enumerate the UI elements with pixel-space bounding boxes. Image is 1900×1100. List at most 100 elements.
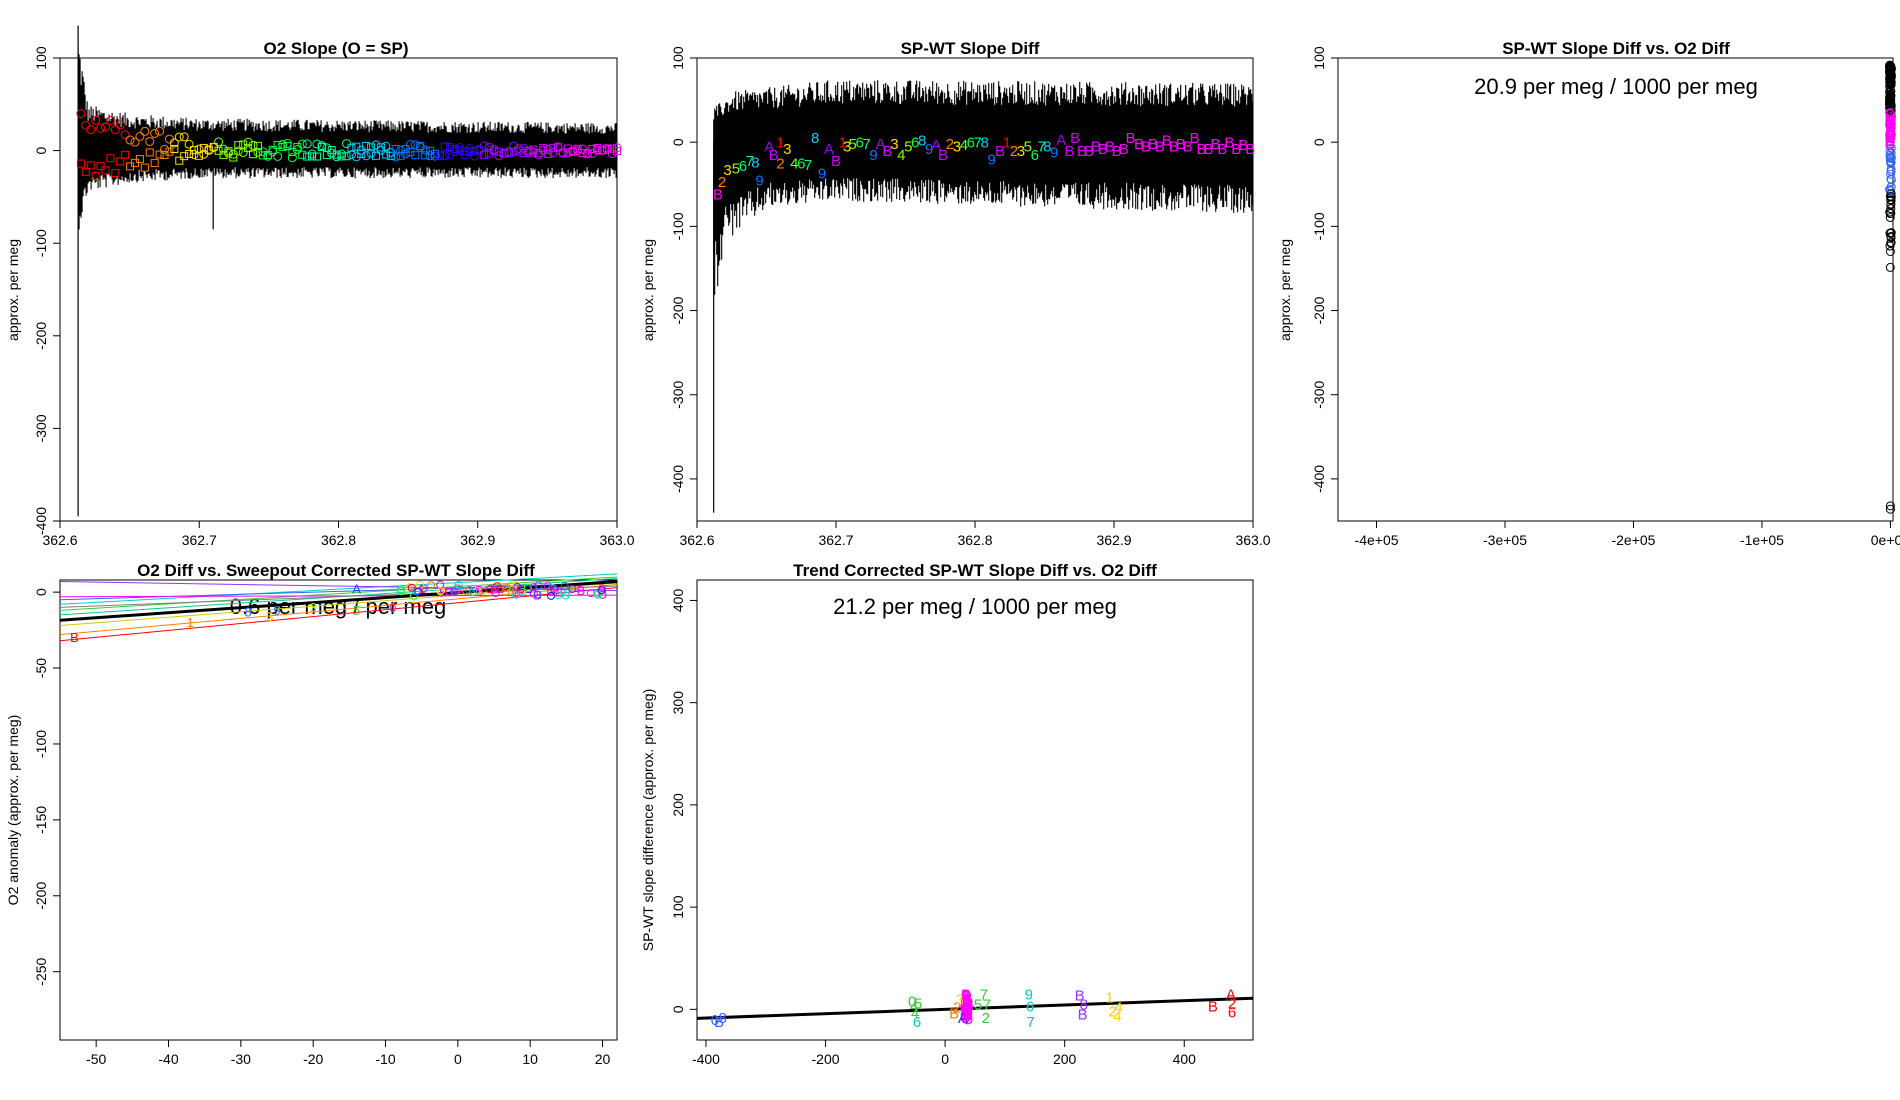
data-point bbox=[376, 143, 385, 152]
data-point bbox=[91, 172, 100, 181]
data-point-label: B bbox=[1224, 134, 1234, 151]
group-fit-line bbox=[59, 582, 618, 601]
data-point bbox=[1885, 130, 1895, 140]
data-point-label: 6 bbox=[1026, 999, 1034, 1016]
data-point bbox=[1885, 122, 1895, 132]
data-point-label: B bbox=[598, 582, 607, 597]
x-tick-label: 362.8 bbox=[321, 532, 356, 548]
data-point bbox=[485, 585, 494, 594]
data-point-label: 1 bbox=[187, 615, 194, 630]
data-point bbox=[1886, 169, 1896, 179]
data-point bbox=[1886, 143, 1896, 153]
data-point bbox=[101, 166, 110, 175]
data-point-label: 3 bbox=[783, 141, 791, 158]
data-point bbox=[293, 142, 302, 151]
x-tick-label: 362.7 bbox=[818, 532, 853, 548]
x-tick-label: -50 bbox=[86, 1051, 106, 1067]
data-point bbox=[539, 144, 548, 153]
data-point-label: 9 bbox=[818, 166, 826, 183]
data-point bbox=[371, 140, 381, 150]
data-point bbox=[298, 150, 307, 159]
data-point bbox=[179, 132, 189, 142]
data-point bbox=[613, 146, 621, 155]
y-tick-label: 0 bbox=[33, 588, 49, 596]
data-point bbox=[106, 154, 115, 163]
data-point-label: 2 bbox=[1010, 143, 1018, 160]
data-point bbox=[121, 150, 130, 159]
data-point-label: 4 bbox=[1114, 1000, 1122, 1017]
data-point bbox=[1886, 123, 1896, 133]
data-point-label: B bbox=[938, 147, 948, 164]
data-point bbox=[287, 153, 297, 163]
data-point bbox=[561, 591, 570, 600]
data-point bbox=[407, 583, 416, 592]
data-point bbox=[1885, 72, 1895, 82]
data-point-label: 7 bbox=[746, 153, 754, 170]
data-point-label: B bbox=[1162, 133, 1172, 150]
data-point-label: 3 bbox=[310, 600, 317, 615]
y-tick-label: 100 bbox=[670, 46, 686, 70]
data-point-label: A bbox=[764, 139, 774, 156]
data-point bbox=[341, 139, 351, 149]
slope-annotation: 21.2 per meg / 1000 per meg bbox=[833, 594, 1117, 619]
data-point-label: 2 bbox=[953, 1000, 961, 1017]
data-point-label: 0 bbox=[908, 993, 916, 1010]
data-point bbox=[150, 128, 160, 138]
data-point-label: 8 bbox=[1043, 139, 1051, 156]
data-point-label: 8 bbox=[751, 155, 759, 172]
data-point bbox=[509, 141, 519, 151]
data-point bbox=[96, 162, 105, 171]
y-tick-label: -150 bbox=[33, 806, 49, 834]
data-point bbox=[233, 146, 243, 156]
data-point-label: B bbox=[962, 1002, 972, 1019]
data-point-label: B bbox=[1077, 143, 1087, 160]
data-point bbox=[1886, 238, 1896, 248]
data-point bbox=[396, 151, 405, 160]
data-point bbox=[490, 146, 499, 155]
data-point-label: B bbox=[713, 187, 723, 204]
data-point-label: 6 bbox=[1228, 1005, 1236, 1022]
data-point-label: 8 bbox=[244, 604, 251, 619]
y-tick-label: -200 bbox=[33, 882, 49, 910]
data-point bbox=[214, 146, 223, 155]
data-point-label: A bbox=[875, 136, 885, 153]
data-point-label: B bbox=[1119, 141, 1129, 158]
y-tick-label: -400 bbox=[1311, 465, 1327, 493]
data-point-label: 2 bbox=[718, 174, 726, 191]
data-point bbox=[135, 131, 145, 141]
data-point bbox=[253, 141, 262, 150]
data-point-label: B bbox=[1169, 139, 1179, 156]
data-point bbox=[608, 144, 617, 153]
data-point-label: B bbox=[882, 143, 892, 160]
data-point-label: B bbox=[962, 993, 972, 1010]
data-point bbox=[435, 151, 444, 160]
data-point bbox=[440, 142, 449, 151]
y-tick-label: -300 bbox=[33, 414, 49, 442]
x-tick-label: -40 bbox=[158, 1051, 178, 1067]
data-point bbox=[563, 148, 573, 158]
data-point bbox=[410, 140, 420, 150]
outlier-point bbox=[1885, 504, 1895, 514]
data-point bbox=[534, 581, 543, 590]
data-point bbox=[243, 137, 253, 147]
x-tick-label: -30 bbox=[231, 1051, 251, 1067]
x-tick-label: 363.0 bbox=[599, 532, 634, 548]
data-point bbox=[587, 148, 597, 158]
data-point-label: B bbox=[576, 583, 585, 598]
data-point-label: B bbox=[1204, 141, 1214, 158]
data-point bbox=[268, 145, 277, 154]
data-point bbox=[548, 147, 558, 157]
data-point bbox=[145, 148, 154, 157]
data-point-label: 3 bbox=[890, 136, 898, 153]
group-fit-line bbox=[59, 587, 618, 642]
data-point-label: 4 bbox=[790, 155, 798, 172]
y-tick-label: -50 bbox=[33, 658, 49, 678]
data-point-label: B bbox=[1112, 143, 1122, 160]
data-point-label: 9 bbox=[988, 151, 996, 168]
data-point-label: 5 bbox=[974, 996, 982, 1013]
data-point bbox=[1885, 93, 1895, 103]
data-point-label: 2 bbox=[1108, 1004, 1116, 1021]
data-point bbox=[553, 143, 562, 152]
data-point bbox=[1885, 141, 1895, 151]
panel-title: Trend Corrected SP-WT Slope Diff vs. O2 … bbox=[793, 561, 1157, 580]
